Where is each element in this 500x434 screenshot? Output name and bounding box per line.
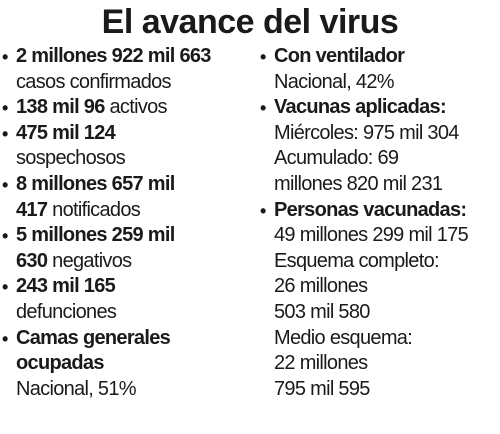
stat-text: 49 millones 299 mil 175	[274, 224, 469, 247]
stat-item: Vacunas aplicadas:Miércoles: 975 mil 304…	[260, 95, 500, 197]
stat-item: 475 mil 124 sospechosos	[2, 121, 252, 172]
stat-text: activos	[109, 96, 168, 119]
stat-line: 630 negativos	[16, 249, 252, 275]
stat-line: 138 mil 96 activos	[16, 95, 252, 121]
stat-line: sospechosos	[16, 146, 252, 172]
stat-line: Personas vacunadas:	[274, 198, 500, 224]
title: El avance del virus	[101, 3, 399, 41]
stat-text: Medio esquema:	[274, 326, 413, 349]
stat-bold: 630	[16, 249, 48, 272]
stat-line: 417 notificados	[16, 198, 252, 224]
stat-text: 795 mil 595	[274, 377, 370, 400]
stat-text: millones 820 mil 231	[274, 172, 443, 195]
stat-bold: ocupadas	[16, 352, 104, 375]
stat-bold: Personas vacunadas:	[274, 198, 467, 221]
stat-line: Acumulado: 69	[274, 146, 500, 172]
stat-bold: 8 millones 657 mil	[16, 172, 175, 195]
stat-bold: Con ventilador	[274, 45, 405, 67]
stat-line: Medio esquema:	[274, 326, 500, 352]
stat-text: casos confirmados	[16, 70, 172, 93]
stat-line: 26 millones	[274, 274, 500, 300]
stat-line: 49 millones 299 mil 175	[274, 223, 500, 249]
stat-item: 8 millones 657 mil 417 notificados	[2, 172, 252, 223]
stat-line: 8 millones 657 mil	[16, 172, 252, 198]
stat-line: millones 820 mil 231	[274, 172, 500, 198]
stat-line: Nacional, 42%	[274, 70, 500, 96]
stat-text: Esquema completo:	[274, 249, 440, 272]
stat-item: Con ventilador Nacional, 42%	[260, 44, 500, 95]
stat-text: Miércoles: 975 mil 304	[274, 121, 459, 144]
stat-line: Miércoles: 975 mil 304	[274, 121, 500, 147]
stat-text: Nacional, 51%	[16, 377, 137, 400]
stat-line: Nacional, 51%	[16, 377, 252, 403]
stat-line: 22 millones	[274, 351, 500, 377]
stat-bold: Camas generales	[16, 326, 171, 349]
stat-text: 26 millones	[274, 275, 368, 298]
stat-bold: 475 mil 124	[16, 121, 116, 144]
stat-line: Esquema completo:	[274, 249, 500, 275]
stat-bold: 5 millones 259 mil	[16, 224, 175, 247]
stat-line: 503 mil 580	[274, 300, 500, 326]
stat-bold: 2 millones 922 mil 663	[16, 45, 211, 67]
stat-line: 795 mil 595	[274, 377, 500, 403]
stat-line: 5 millones 259 mil	[16, 223, 252, 249]
stat-text: 503 mil 580	[274, 300, 370, 323]
stat-text: defunciones	[16, 300, 117, 323]
stat-text: notificados	[52, 198, 141, 221]
stat-line: Con ventilador	[274, 44, 500, 70]
stat-line: 475 mil 124	[16, 121, 252, 147]
stat-item: 2 millones 922 mil 663 casos confirmados	[2, 44, 252, 95]
stat-line: casos confirmados	[16, 70, 252, 96]
stat-text: 22 millones	[274, 352, 368, 375]
stat-item: 138 mil 96 activos	[2, 95, 252, 122]
stat-line: 2 millones 922 mil 663	[16, 44, 252, 70]
stat-bold: 138 mil 96	[16, 96, 105, 119]
stat-text: negativos	[52, 249, 132, 272]
stat-text: sospechosos	[16, 147, 126, 170]
stat-line: defunciones	[16, 300, 252, 326]
stat-bold: 243 mil 165	[16, 275, 116, 298]
stat-text: Nacional, 42%	[274, 70, 395, 93]
stat-bold: Vacunas aplicadas:	[274, 96, 447, 119]
stat-text: Acumulado: 69	[274, 147, 399, 170]
stat-bold: 417	[16, 198, 48, 221]
stat-line: ocupadas	[16, 351, 252, 377]
stat-line: Vacunas aplicadas:	[274, 95, 500, 121]
stat-line: Camas generales	[16, 326, 252, 352]
stat-line: 243 mil 165	[16, 274, 252, 300]
stat-item: Personas vacunadas: 49 millones 299 mil 1…	[260, 198, 500, 403]
